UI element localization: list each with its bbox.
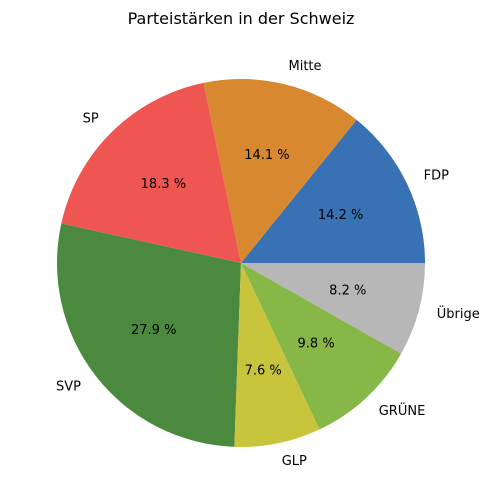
label-mitte: Mitte (289, 59, 322, 74)
slice-svp (57, 223, 241, 447)
pct-ubrige: 8.2 % (329, 284, 366, 299)
pie-labels: FDP 14.2 % Mitte 14.1 % SP 18.3 % SVP 27.9 % GLP… (56, 59, 480, 469)
slice-sp (61, 82, 241, 264)
pct-fdp: 14.2 % (318, 208, 363, 223)
pie-slices (57, 78, 425, 447)
pct-mitte: 14.1 % (244, 148, 289, 163)
slice-glp (234, 263, 320, 447)
label-grune: GRÜNE (379, 402, 426, 419)
slice-mitte (203, 78, 357, 264)
chart-title: Parteistärken in der Schweiz (128, 9, 355, 28)
label-ubrige: Übrige (437, 305, 480, 322)
pct-glp: 7.6 % (245, 364, 282, 379)
label-fdp: FDP (424, 168, 449, 183)
pct-sp: 18.3 % (141, 177, 186, 192)
slice-fdp (241, 119, 425, 264)
label-glp: GLP (282, 454, 307, 469)
slice-grune (241, 263, 402, 430)
slice-ubrige (241, 263, 425, 354)
pct-grune: 9.8 % (298, 336, 335, 351)
label-sp: SP (83, 112, 99, 127)
pct-svp: 27.9 % (131, 323, 176, 338)
label-svp: SVP (56, 379, 81, 394)
